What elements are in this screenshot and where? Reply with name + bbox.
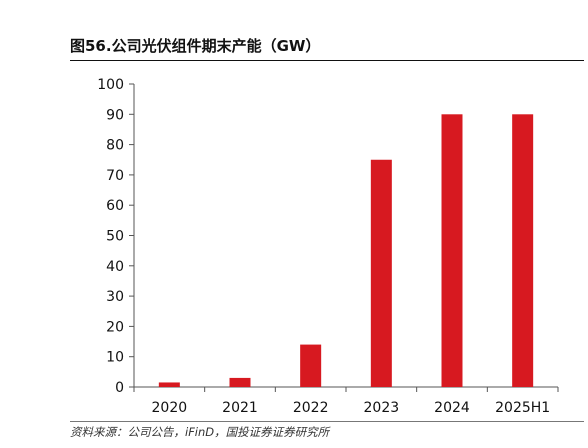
x-tick-label: 2022 xyxy=(293,400,329,416)
bar-2021 xyxy=(229,377,251,387)
x-tick-label: 2023 xyxy=(364,400,400,416)
bar-2022 xyxy=(300,344,322,387)
source-note: 资料来源：公司公告，iFinD，国投证券证券研究所 xyxy=(70,425,330,439)
y-tick-label: 100 xyxy=(97,77,124,93)
y-tick-label: 10 xyxy=(106,350,124,366)
x-tick-label: 2021 xyxy=(222,400,258,416)
y-tick-label: 30 xyxy=(106,289,124,305)
y-tick-label: 90 xyxy=(106,107,124,123)
y-tick-label: 80 xyxy=(106,138,124,154)
bar-2020 xyxy=(158,382,180,387)
x-tick-label: 2020 xyxy=(152,400,188,416)
y-tick-label: 70 xyxy=(106,168,124,184)
y-tick-label: 50 xyxy=(106,229,124,245)
y-tick-label: 20 xyxy=(106,319,124,335)
chart-title: 图56.公司光伏组件期末产能（GW） xyxy=(70,37,321,55)
bar-2023 xyxy=(370,159,392,387)
x-tick-label: 2025H1 xyxy=(495,400,550,416)
y-tick-label: 0 xyxy=(115,380,124,396)
bar-2025H1 xyxy=(512,114,534,388)
bar-2024 xyxy=(441,114,463,388)
x-tick-label: 2024 xyxy=(434,400,470,416)
source-rule xyxy=(70,421,584,422)
y-tick-label: 40 xyxy=(106,259,124,275)
y-tick-label: 60 xyxy=(106,198,124,214)
title-rule xyxy=(70,60,584,61)
